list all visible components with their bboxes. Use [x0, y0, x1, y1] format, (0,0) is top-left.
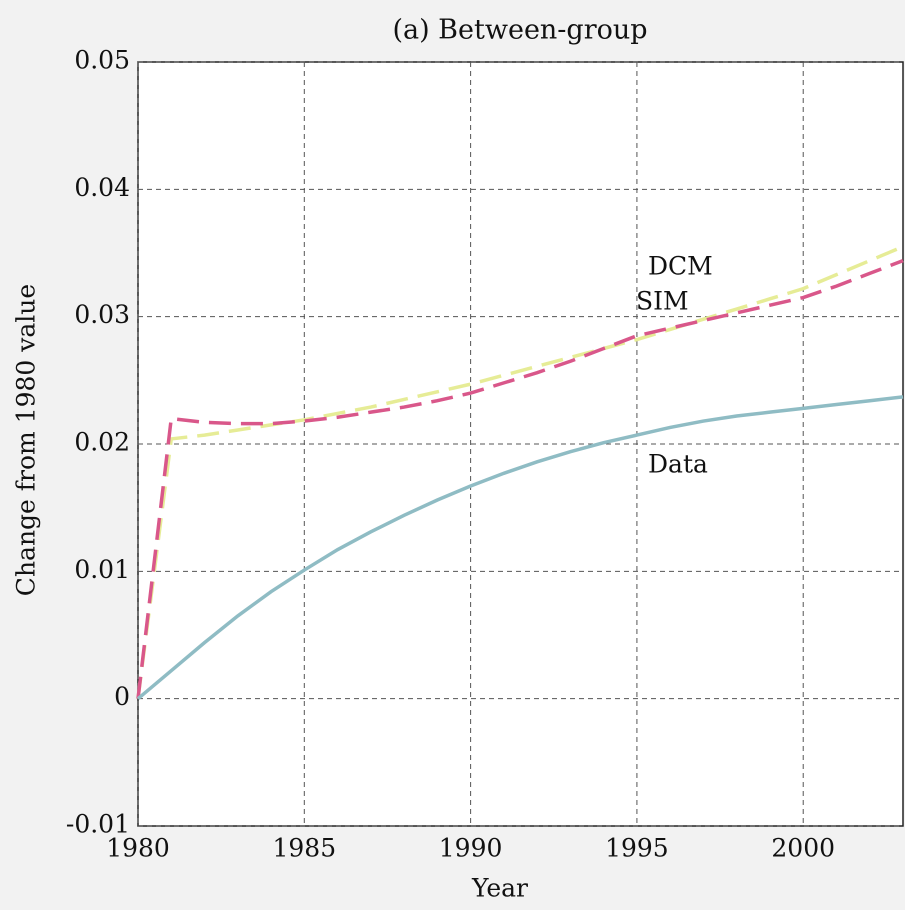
y-tick-label: 0: [114, 682, 130, 711]
x-tick-label: 1985: [272, 834, 336, 863]
x-tick-label: 1990: [439, 834, 503, 863]
series-line: [136, 259, 904, 699]
y-tick-label: 0.04: [74, 173, 130, 202]
y-tick-label: 0.05: [74, 46, 130, 75]
series-label: DCM: [648, 252, 713, 281]
series-line: [136, 395, 904, 701]
y-tick-label: -0.01: [66, 810, 130, 839]
chart-title: (a) Between-group: [392, 15, 647, 46]
series-label: Data: [648, 450, 708, 479]
y-tick-label: 0.03: [74, 300, 130, 329]
y-tick-label: 0.02: [74, 428, 130, 457]
x-tick-label: 1995: [605, 834, 669, 863]
series-line: [136, 245, 904, 699]
x-tick-label: 1980: [106, 834, 170, 863]
y-tick-label: 0.01: [74, 555, 130, 584]
x-tick-label: 2000: [771, 834, 835, 863]
series-label: SIM: [636, 287, 689, 316]
x-axis-label: Year: [471, 874, 528, 903]
y-axis-label: Change from 1980 value: [12, 284, 41, 596]
